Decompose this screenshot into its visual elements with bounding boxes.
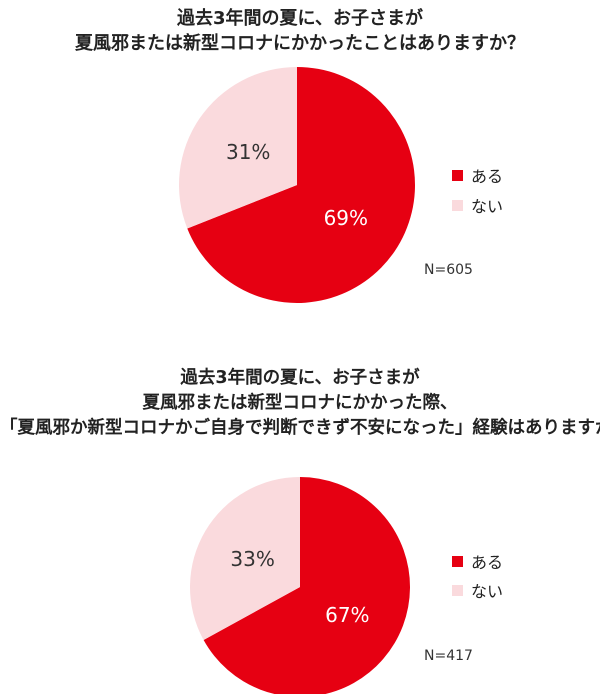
- pie-slice-nai: [189, 477, 300, 640]
- title-line: 過去3年間の夏に、お子さまが: [177, 8, 423, 29]
- data-label: 69%: [324, 206, 368, 230]
- legend-label: ない: [471, 197, 504, 216]
- title-line: 夏風邪または新型コロナにかかったことはありますか？: [75, 33, 525, 54]
- sample-size: N=605: [424, 262, 473, 278]
- data-label: 31%: [226, 140, 270, 164]
- legend-swatch: [452, 169, 463, 181]
- legend-swatch: [452, 199, 463, 211]
- sample-size: N=417: [424, 648, 473, 664]
- legend-item-nai: ない: [452, 193, 503, 217]
- data-label: 67%: [325, 603, 369, 627]
- pie-slice-nai: [179, 67, 297, 229]
- chart-2-title: 過去3年間の夏に、お子さまが 夏風邪または新型コロナにかかった際、 「夏風邪か新…: [0, 366, 600, 441]
- pie-slice-aru: [187, 67, 416, 303]
- legend-swatch: [452, 584, 463, 596]
- legend-label: ある: [471, 553, 504, 572]
- pie-slice-aru: [203, 477, 410, 694]
- legend-item-aru: ある: [452, 163, 503, 187]
- title-line: 過去3年間の夏に、お子さまが: [180, 368, 420, 388]
- legend-swatch: [452, 555, 463, 567]
- legend-item-nai: ない: [452, 578, 503, 602]
- data-label: 33%: [230, 547, 274, 571]
- legend-item-aru: ある: [452, 549, 503, 573]
- title-line: 「夏風邪か新型コロナかご自身で判断できず不安になった」経験はありますか？: [0, 418, 600, 438]
- chart-1-title: 過去3年間の夏に、お子さまが 夏風邪または新型コロナにかかったことはありますか？: [0, 6, 600, 56]
- title-line: 夏風邪または新型コロナにかかった際、: [142, 393, 458, 413]
- legend-label: ある: [471, 167, 504, 186]
- legend-label: ない: [471, 582, 504, 601]
